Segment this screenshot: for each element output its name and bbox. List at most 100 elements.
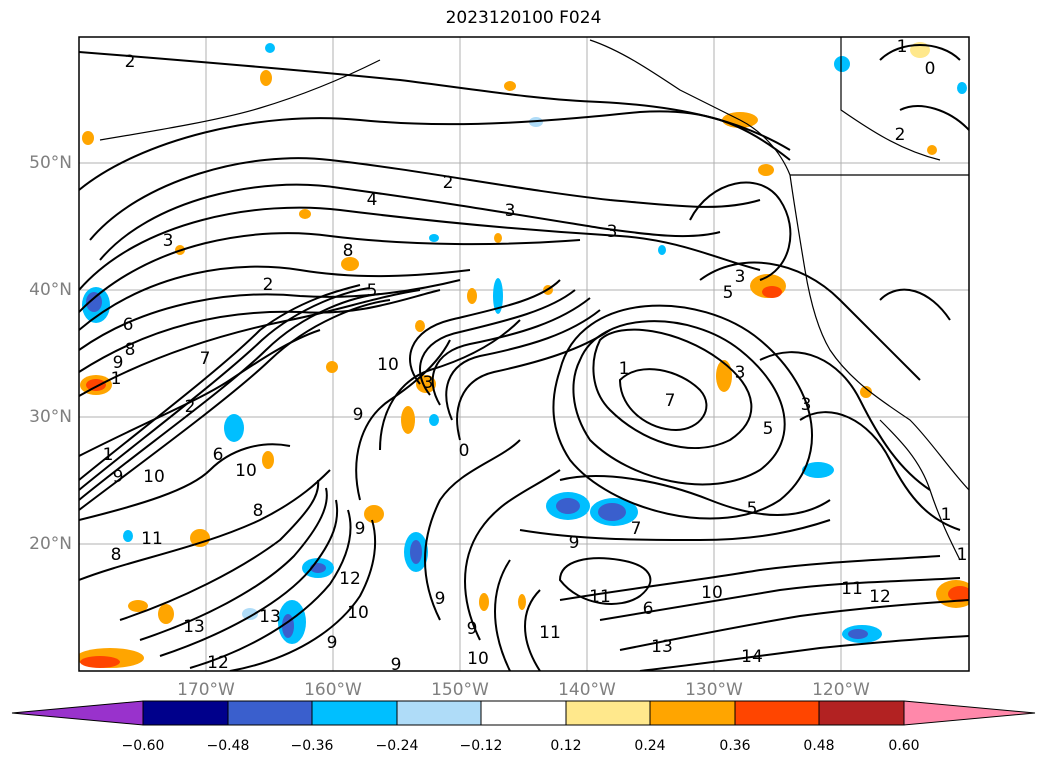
contour-label: 0 bbox=[925, 59, 936, 79]
colorbar-segment bbox=[818, 700, 905, 726]
colorbar-tick: 0.12 bbox=[550, 738, 582, 754]
colorbar-segment bbox=[480, 700, 567, 726]
contour-label: 10 bbox=[347, 603, 369, 623]
colorbar-segment bbox=[396, 700, 482, 726]
contour-label: 9 bbox=[391, 655, 402, 675]
contour-label: 4 bbox=[367, 190, 378, 210]
colorbar-segment bbox=[227, 700, 313, 726]
map-title: 2023120100 F024 bbox=[445, 8, 602, 28]
contour-label: 12 bbox=[339, 569, 361, 589]
contour-label: 2 bbox=[895, 125, 906, 145]
contour-label: 11 bbox=[539, 623, 561, 643]
colorbar-segment bbox=[734, 700, 820, 726]
lat-label: 40°N bbox=[29, 280, 72, 300]
contour-label: 1 bbox=[103, 445, 114, 465]
contour-label-group: 2 2 4 3 3 3 8 5 6 8 9 1 10 7 9 3 2 2 1 6… bbox=[103, 37, 968, 675]
contour-label: 3 bbox=[735, 363, 746, 383]
contour-label: 8 bbox=[125, 340, 136, 360]
contour-label: 5 bbox=[747, 499, 758, 519]
contour-label: 9 bbox=[353, 405, 364, 425]
contour-label: 5 bbox=[723, 283, 734, 303]
contour-label: 3 bbox=[801, 395, 812, 415]
contour-label: 13 bbox=[183, 617, 205, 637]
contour-label: 10 bbox=[377, 355, 399, 375]
colorbar-segment bbox=[565, 700, 651, 726]
colorbar-tick: −0.48 bbox=[206, 738, 250, 754]
lat-label: 30°N bbox=[29, 407, 72, 427]
contour-label: 13 bbox=[259, 607, 281, 627]
colorbar-tick: 0.60 bbox=[888, 738, 920, 754]
contour-label: 2 bbox=[443, 173, 454, 193]
contour-label: 5 bbox=[763, 419, 774, 439]
contour-label: 10 bbox=[701, 583, 723, 603]
contour-label: 3 bbox=[163, 231, 174, 251]
contour-label: 1 bbox=[619, 359, 630, 379]
contour-label: 5 bbox=[367, 281, 378, 301]
lat-label: 50°N bbox=[29, 153, 72, 173]
contour-label: 13 bbox=[651, 637, 673, 657]
contour-label: 6 bbox=[643, 599, 654, 619]
lon-label: 130°W bbox=[685, 680, 743, 700]
lon-label: 160°W bbox=[304, 680, 362, 700]
contour-label: 9 bbox=[113, 353, 124, 373]
colorbar-segment bbox=[11, 700, 144, 726]
contour-label: 9 bbox=[467, 619, 478, 639]
colorbar-segment bbox=[649, 700, 736, 726]
contour-label: 1 bbox=[941, 505, 952, 525]
contour-label: 9 bbox=[355, 519, 366, 539]
filled-anomalies bbox=[79, 42, 969, 668]
contour-label: 2 bbox=[263, 275, 274, 295]
colorbar-segment bbox=[311, 700, 398, 726]
contour-label: 8 bbox=[343, 241, 354, 261]
contour-label: 3 bbox=[505, 201, 516, 221]
contour-label: 9 bbox=[113, 467, 124, 487]
colorbar-segment bbox=[903, 700, 1036, 726]
contour-label: 6 bbox=[213, 445, 224, 465]
colorbar-tick: −0.24 bbox=[375, 738, 419, 754]
contour-label: 14 bbox=[741, 647, 763, 667]
contour-label: 8 bbox=[253, 501, 264, 521]
contour-label: 7 bbox=[631, 519, 642, 539]
contour-label: 9 bbox=[569, 533, 580, 553]
lon-label: 170°W bbox=[177, 680, 235, 700]
contour-label: 10 bbox=[467, 649, 489, 669]
colorbar-tick: −0.12 bbox=[459, 738, 503, 754]
contour-label: 7 bbox=[200, 349, 211, 369]
lon-label: 120°W bbox=[812, 680, 870, 700]
contour-label: 2 bbox=[185, 397, 196, 417]
gridlines bbox=[79, 37, 969, 671]
contour-label: 11 bbox=[589, 587, 611, 607]
colorbar bbox=[11, 700, 1036, 726]
colorbar-tick: −0.36 bbox=[290, 738, 334, 754]
lon-label: 150°W bbox=[431, 680, 489, 700]
contour-label: 9 bbox=[327, 633, 338, 653]
contour-label: 2 bbox=[125, 52, 136, 72]
contour-label: 11 bbox=[841, 579, 863, 599]
lat-label: 20°N bbox=[29, 534, 72, 554]
colorbar-tick: 0.48 bbox=[803, 738, 835, 754]
contour-label: 0 bbox=[459, 441, 470, 461]
contour-label: 3 bbox=[735, 267, 746, 287]
colorbar-tick: 0.36 bbox=[719, 738, 751, 754]
lon-label: 140°W bbox=[558, 680, 616, 700]
contour-label: 9 bbox=[435, 589, 446, 609]
coastlines bbox=[99, 37, 969, 561]
contour-label: 1 bbox=[111, 369, 122, 389]
contour-label: 10 bbox=[235, 461, 257, 481]
contour-label: 7 bbox=[665, 391, 676, 411]
contour-label: 1 bbox=[897, 37, 908, 57]
contour-label: 12 bbox=[869, 587, 891, 607]
contour-lines bbox=[79, 44, 969, 671]
contour-label: 1 bbox=[957, 545, 968, 565]
contour-label: 3 bbox=[607, 222, 618, 242]
contour-label: 3 bbox=[423, 373, 434, 393]
plot-frame bbox=[78, 36, 970, 672]
colorbar-tick: 0.24 bbox=[634, 738, 666, 754]
contour-label: 10 bbox=[143, 467, 165, 487]
contour-label: 6 bbox=[123, 315, 134, 335]
colorbar-tick: −0.60 bbox=[121, 738, 165, 754]
colorbar-segment bbox=[142, 700, 229, 726]
contour-label: 11 bbox=[141, 529, 163, 549]
contour-label: 12 bbox=[207, 653, 229, 673]
